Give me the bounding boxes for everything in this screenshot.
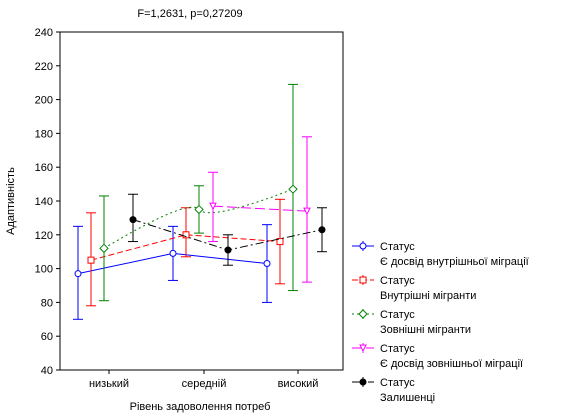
series-5 [128, 193, 327, 266]
data-point [169, 249, 177, 257]
x-axis-title: Рівень задоволення потреб [130, 401, 271, 413]
x-tick-label: високий [278, 378, 319, 390]
legend-item: Статус Залишенці [352, 377, 435, 404]
legend-swatch-marker [359, 344, 367, 353]
legend-label: Внутрішні мігранти [380, 290, 476, 302]
y-tick-label: 60 [41, 331, 53, 343]
plot-area [59, 31, 344, 371]
series-2 [86, 198, 285, 307]
y-tick-label: 220 [35, 61, 53, 73]
legend-item: Статус Є досвід зовнішньої міграції [352, 343, 523, 370]
y-tick-label: 40 [41, 365, 53, 377]
legend-title: Статус [380, 275, 415, 287]
x-tick-label: низький [89, 378, 129, 390]
legend-label: Зовнішні мігранти [380, 324, 471, 336]
legend-swatch-marker [359, 276, 367, 284]
legend-label: Є досвід внутрішньої міграції [380, 256, 529, 268]
x-tick-label: середній [182, 378, 227, 390]
series-4 [208, 136, 312, 283]
legend-title: Статус [380, 241, 415, 253]
data-point [194, 204, 204, 215]
data-point [224, 246, 232, 254]
data-point [129, 216, 137, 224]
series-line [212, 205, 308, 212]
legend-item: Статус Внутрішні мігранти [352, 275, 476, 302]
data-point [288, 184, 298, 194]
data-point [87, 256, 95, 264]
series-layer [73, 83, 327, 320]
legend-title: Статус [380, 309, 415, 321]
chart-title: F=1,2631, p=0,27209 [137, 8, 242, 20]
y-tick-label: 180 [35, 128, 53, 140]
series-line [90, 234, 281, 261]
y-tick-label: 200 [35, 95, 53, 107]
legend-item: Статус Зовнішні мігранти [352, 309, 471, 336]
data-point [99, 243, 109, 254]
data-point [276, 238, 284, 246]
legend-title: Статус [380, 377, 415, 389]
series-1 [73, 224, 272, 320]
y-tick-label: 140 [35, 196, 53, 208]
legend-label: Залишенці [380, 392, 435, 404]
legend-swatch-marker [358, 309, 368, 319]
series-3 [99, 83, 298, 302]
x-axis: низький середній високий [89, 370, 318, 390]
data-point [209, 202, 217, 211]
y-tick-label: 120 [35, 230, 53, 242]
data-point [182, 231, 190, 239]
data-point [263, 260, 271, 268]
legend-title: Статус [380, 343, 415, 355]
y-axis-title: Адаптивність [5, 167, 17, 235]
y-axis: 40 60 80 100 120 140 160 180 200 220 240 [35, 27, 60, 377]
legend-item: Статус Є досвід внутрішньої міграції [352, 241, 529, 268]
y-tick-label: 160 [35, 162, 53, 174]
y-tick-label: 80 [41, 297, 53, 309]
y-tick-label: 240 [35, 27, 53, 39]
data-point [303, 207, 311, 216]
legend-swatch-marker [359, 242, 367, 250]
data-point [74, 270, 82, 278]
legend-label: Є досвід зовнішньої міграції [380, 358, 523, 370]
y-tick-label: 100 [35, 264, 53, 276]
data-point [318, 226, 326, 234]
legend-swatch-marker [359, 378, 367, 386]
